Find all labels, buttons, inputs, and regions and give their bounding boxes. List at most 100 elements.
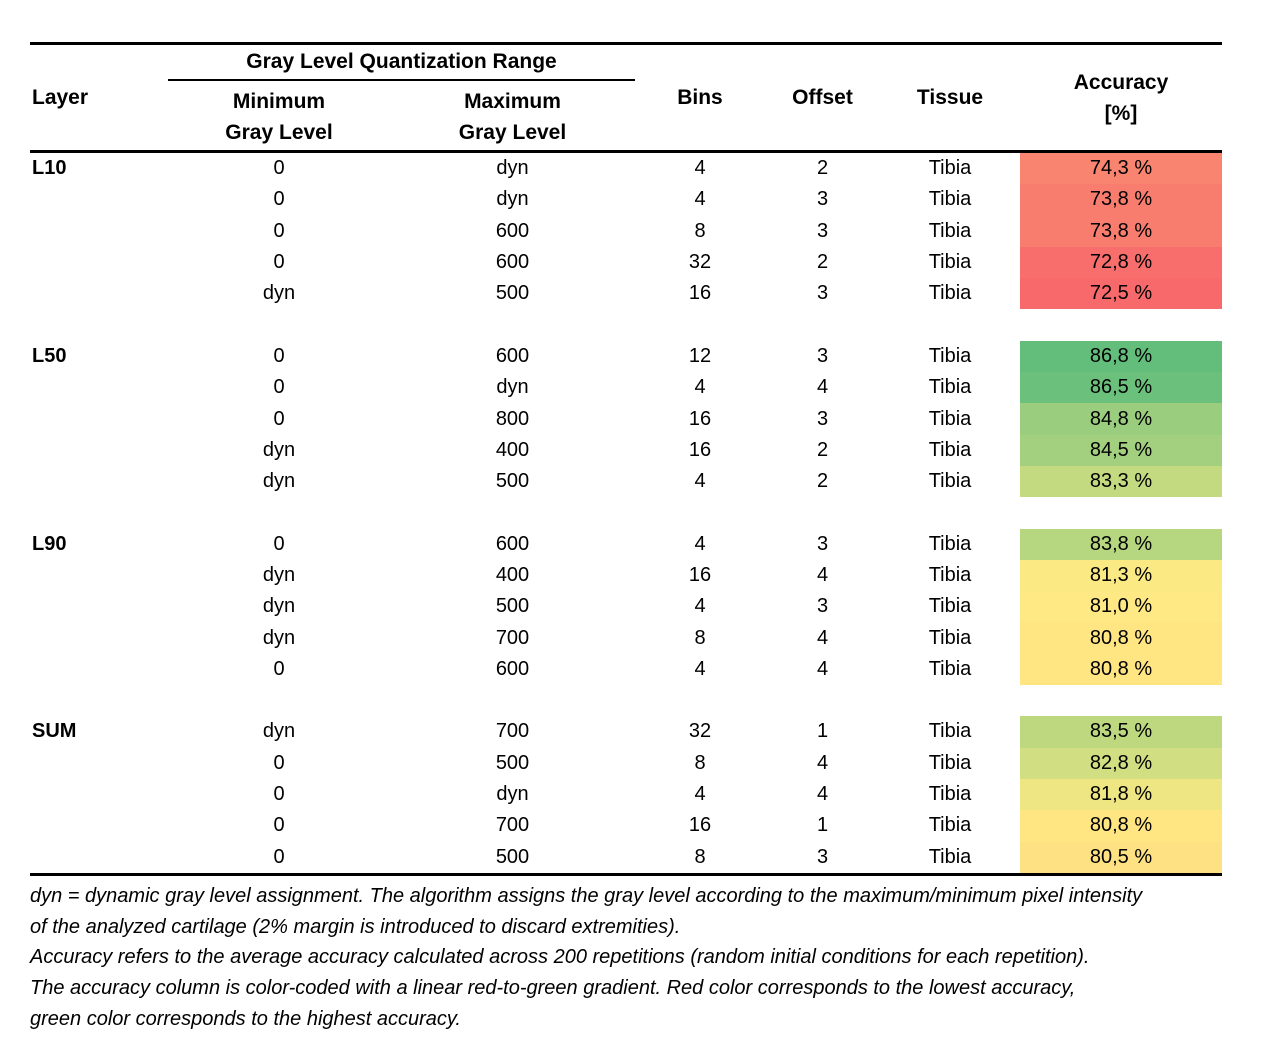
max-cell: 500 [495, 282, 530, 305]
layer-column-header: Layer [32, 85, 89, 109]
bins-cell: 12 [688, 344, 712, 367]
layer-cell [30, 216, 168, 247]
accuracy-cell: 86,5 % [1020, 372, 1222, 404]
table-row: 0 500 8 3 Tibia 80,5 % [30, 841, 1222, 873]
table-row: L90 0 600 4 3 Tibia 83,8 % [30, 528, 1222, 560]
table-row: dyn 500 16 3 Tibia 72,5 % [30, 278, 1222, 310]
layer-cell [30, 810, 168, 841]
tissue-cell: Tibia [928, 814, 972, 837]
layer-cell [30, 372, 168, 403]
tissue-cell: Tibia [928, 532, 972, 555]
layer-cell [30, 466, 168, 497]
layer-cell [30, 184, 168, 215]
layer-cell [30, 779, 168, 810]
bins-cell: 4 [694, 470, 706, 493]
results-table: Layer Gray Level Quantization Range Mini… [30, 42, 1222, 876]
group-spacer-row [30, 685, 1222, 716]
min-cell: dyn [262, 720, 296, 743]
tissue-cell: Tibia [928, 564, 972, 586]
tissue-cell: Tibia [928, 657, 972, 680]
min-cell: 0 [273, 344, 285, 367]
tissue-cell: Tibia [928, 376, 972, 399]
layer-cell: SUM [32, 720, 77, 743]
max-cell: 600 [495, 219, 530, 242]
min-gray-level-header-line1: Minimum [232, 89, 326, 113]
footnotes: dyn = dynamic gray level assignment. The… [30, 881, 1235, 1035]
tissue-cell: Tibia [928, 188, 972, 211]
table-row: dyn 700 8 4 Tibia 80,8 % [30, 622, 1222, 654]
min-cell: dyn [262, 626, 296, 649]
max-cell: 500 [495, 595, 530, 618]
tissue-cell: Tibia [928, 251, 972, 274]
table-row: L50 0 600 12 3 Tibia 86,8 % [30, 340, 1222, 373]
accuracy-cell: 81,8 % [1020, 778, 1222, 811]
table-row: 0 dyn 4 4 Tibia 81,8 % [30, 778, 1222, 811]
max-gray-level-header-line1: Maximum [464, 89, 561, 113]
layer-cell [30, 591, 168, 622]
offset-cell: 1 [816, 720, 829, 743]
bins-cell: 8 [694, 219, 706, 242]
min-cell: dyn [262, 470, 296, 493]
bins-cell: 8 [694, 751, 706, 774]
layer-cell [30, 435, 168, 466]
min-cell: dyn [262, 564, 296, 586]
offset-cell: 3 [816, 344, 829, 367]
group-spacer-row [30, 309, 1222, 340]
min-cell: 0 [273, 188, 285, 211]
accuracy-cell: 83,5 % [1020, 716, 1222, 748]
accuracy-cell: 86,8 % [1020, 340, 1222, 373]
table-row: 0 600 4 4 Tibia 80,8 % [30, 653, 1222, 686]
tissue-cell: Tibia [928, 407, 972, 430]
table-row: 0 dyn 4 4 Tibia 86,5 % [30, 372, 1222, 404]
accuracy-column-header-line2: [%] [1104, 101, 1138, 125]
min-cell: 0 [273, 376, 285, 399]
accuracy-cell: 73,8 % [1020, 215, 1222, 247]
tissue-cell: Tibia [928, 845, 972, 868]
layer-cell [30, 278, 168, 309]
bins-cell: 32 [688, 251, 712, 274]
tissue-cell: Tibia [928, 282, 972, 305]
tissue-cell: Tibia [928, 470, 972, 493]
max-cell: dyn [496, 783, 529, 806]
table-row: 0 600 32 2 Tibia 72,8 % [30, 246, 1222, 279]
table-row: 0 500 8 4 Tibia 82,8 % [30, 747, 1222, 779]
max-cell: 700 [495, 720, 530, 743]
offset-cell: 3 [816, 845, 829, 868]
table-row: 0 800 16 3 Tibia 84,8 % [30, 403, 1222, 435]
max-cell: 600 [495, 532, 530, 555]
offset-column-header: Offset [792, 85, 853, 109]
accuracy-cell: 84,8 % [1020, 403, 1222, 435]
offset-cell: 2 [816, 470, 829, 493]
accuracy-cell: 80,8 % [1020, 622, 1222, 654]
max-cell: dyn [496, 188, 529, 211]
bins-cell: 16 [688, 564, 712, 586]
accuracy-cell: 84,5 % [1020, 434, 1222, 466]
min-cell: 0 [273, 251, 285, 274]
bins-cell: 8 [694, 626, 706, 649]
table-row: 0 600 8 3 Tibia 73,8 % [30, 215, 1222, 247]
footnote-line: The accuracy column is color-coded with … [30, 977, 1076, 1000]
table-row: 0 dyn 4 3 Tibia 73,8 % [30, 184, 1222, 216]
accuracy-cell: 83,3 % [1020, 465, 1222, 498]
bins-cell: 16 [688, 438, 712, 461]
accuracy-column-header-line1: Accuracy [1073, 70, 1169, 94]
layer-cell: L50 [32, 344, 67, 367]
accuracy-cell: 74,3 % [1020, 153, 1222, 185]
tissue-cell: Tibia [928, 157, 972, 180]
tissue-cell: Tibia [928, 626, 972, 649]
offset-cell: 3 [816, 282, 829, 305]
table-row: dyn 500 4 3 Tibia 81,0 % [30, 591, 1222, 623]
bins-cell: 4 [694, 783, 706, 806]
accuracy-cell: 81,0 % [1020, 591, 1222, 623]
max-cell: dyn [496, 376, 529, 399]
footnote-line: dyn = dynamic gray level assignment. The… [30, 885, 1143, 907]
accuracy-cell: 80,8 % [1020, 653, 1222, 686]
layer-cell: L10 [32, 157, 67, 180]
max-cell: 600 [495, 657, 530, 680]
min-cell: dyn [262, 282, 296, 305]
max-cell: 700 [495, 814, 530, 837]
bins-cell: 16 [688, 282, 712, 305]
table-body: L10 0 dyn 4 2 Tibia 74,3 % 0 dyn 4 3 Tib… [30, 153, 1222, 876]
layer-cell [30, 748, 168, 779]
